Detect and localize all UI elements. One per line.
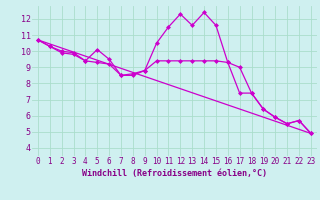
X-axis label: Windchill (Refroidissement éolien,°C): Windchill (Refroidissement éolien,°C) <box>82 169 267 178</box>
